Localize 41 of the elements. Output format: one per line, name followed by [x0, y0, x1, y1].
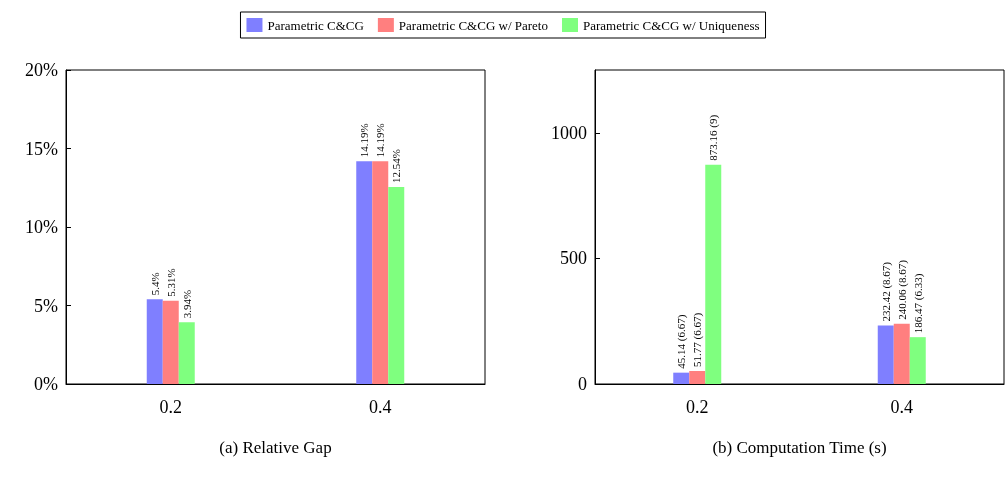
y-tick-label: 10% [25, 217, 58, 237]
x-tick-label: 0.2 [686, 397, 709, 417]
y-tick-label: 500 [560, 248, 587, 269]
y-tick-label: 20% [25, 60, 58, 80]
legend-label: Parametric C&CG w/ Pareto [398, 17, 548, 33]
bar [146, 299, 163, 384]
x-axis-title: (a) Relative Gap [219, 438, 332, 457]
bar [893, 323, 910, 384]
bar [673, 372, 690, 384]
data-label: 45.14 (6.67) [675, 314, 689, 369]
y-tick-label: 1000 [551, 122, 587, 143]
data-label: 3.94% [180, 289, 193, 319]
bar [388, 187, 405, 384]
data-label: 186.47 (6.33) [911, 273, 925, 334]
data-label: 873.16 (9) [707, 114, 721, 161]
bar [909, 337, 926, 384]
y-tick-label: 0% [34, 374, 58, 394]
y-tick-label: 5% [34, 295, 58, 316]
x-tick-label: 0.4 [369, 397, 392, 417]
data-label: 14.19% [374, 123, 387, 158]
data-label: 51.77 (6.67) [691, 312, 705, 367]
bar [689, 371, 706, 384]
legend-label: Parametric C&CG w/ Uniqueness [582, 17, 760, 33]
data-label: 5.31% [164, 268, 177, 297]
data-label: 12.54% [390, 149, 403, 184]
data-label: 14.19% [358, 123, 371, 158]
bar [162, 300, 179, 384]
bar [705, 164, 722, 384]
x-tick-label: 0.4 [890, 397, 913, 417]
x-tick-label: 0.2 [159, 397, 182, 417]
bar [356, 161, 373, 384]
legend-label: Parametric C&CG [267, 17, 364, 33]
data-label: 232.42 (8.67) [879, 261, 893, 322]
y-tick-label: 15% [25, 138, 58, 159]
data-label: 240.06 (8.67) [895, 259, 909, 320]
bar [877, 325, 894, 384]
data-label: 5.4% [148, 272, 161, 296]
bar [372, 161, 389, 384]
x-axis-title: (b) Computation Time (s) [712, 438, 887, 457]
bar [178, 322, 195, 384]
y-tick-label: 0 [578, 374, 587, 394]
